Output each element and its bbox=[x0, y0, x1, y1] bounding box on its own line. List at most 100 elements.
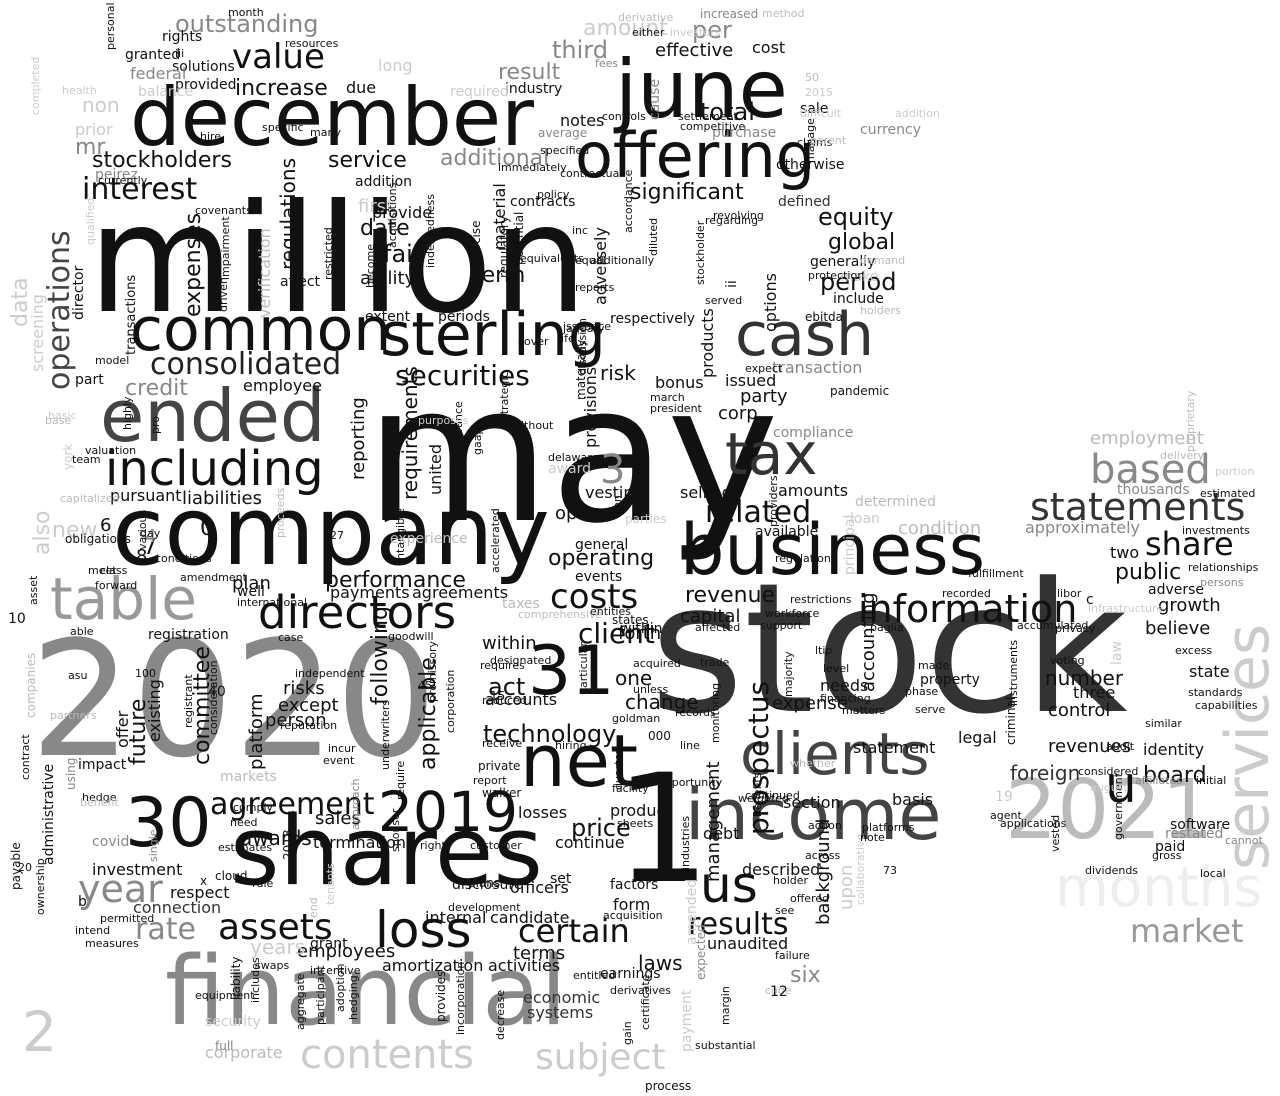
word-hiring: hiring bbox=[555, 739, 587, 752]
word-entitled: entitled bbox=[573, 969, 616, 982]
word-specific: specific bbox=[262, 121, 304, 134]
word-investments: investments bbox=[1182, 524, 1250, 537]
word-property: property bbox=[920, 672, 980, 688]
word-termination: termination bbox=[313, 833, 407, 852]
word-table: table bbox=[50, 565, 197, 633]
word-increased: increased bbox=[700, 7, 759, 21]
word-available: available bbox=[755, 524, 819, 540]
word-intend: intend bbox=[75, 924, 111, 937]
word-purposes: purposes bbox=[418, 414, 469, 427]
word-reputation: reputation bbox=[280, 719, 338, 732]
word-level: level bbox=[823, 662, 850, 675]
word-parent: parent bbox=[810, 134, 847, 147]
word-loss: loss bbox=[375, 901, 472, 959]
word-include: include bbox=[833, 291, 884, 307]
word-gain: gain bbox=[621, 1021, 634, 1045]
word-delaware: delaware bbox=[548, 451, 599, 464]
word-regulatory: regulatory bbox=[497, 215, 511, 278]
word-independent: independent bbox=[295, 667, 365, 680]
word-4: 4 bbox=[145, 526, 157, 547]
word-six: six bbox=[790, 963, 821, 988]
word-agreements: agreements bbox=[412, 583, 509, 602]
word-portion: portion bbox=[1215, 465, 1255, 478]
word-credit: credit bbox=[125, 376, 188, 401]
word-offering: offering bbox=[575, 119, 816, 192]
word-industries: industries bbox=[679, 815, 692, 870]
word-activities: activities bbox=[488, 956, 561, 975]
word-valuation: valuation bbox=[85, 444, 137, 457]
word-forth: forth bbox=[618, 623, 662, 644]
word-affect: affect bbox=[280, 274, 321, 290]
word-weighted: weighted bbox=[738, 792, 789, 805]
word-development: development bbox=[448, 901, 521, 914]
word-protection: protection bbox=[808, 269, 865, 282]
word-industry: industry bbox=[505, 81, 563, 97]
word-acquired: acquired bbox=[633, 657, 681, 670]
word-partners: partners bbox=[50, 709, 97, 722]
word-rate: rate bbox=[135, 912, 196, 947]
word-president: president bbox=[650, 402, 702, 415]
word-local: local bbox=[1200, 867, 1226, 880]
word-facility: facility bbox=[612, 782, 649, 795]
word-covenants: covenants bbox=[195, 204, 252, 217]
word-case: case bbox=[278, 631, 304, 644]
word-platforms: platforms bbox=[862, 821, 915, 834]
word-equity: equity bbox=[818, 203, 894, 231]
word-assets: assets bbox=[218, 907, 333, 948]
word-securities: securities bbox=[395, 359, 530, 392]
word-price: price bbox=[571, 814, 631, 842]
word-increase: increase bbox=[235, 76, 328, 101]
word-company: company bbox=[112, 477, 550, 587]
word-employees: employees bbox=[297, 941, 396, 962]
word-two: two bbox=[1110, 543, 1140, 562]
word-thousands: thousands bbox=[1117, 482, 1190, 498]
word-months: months bbox=[1055, 855, 1263, 919]
word-respect: respect bbox=[170, 883, 230, 902]
word-walker: walker bbox=[482, 786, 522, 800]
word-factors: factors bbox=[610, 877, 659, 893]
word-standards: standards bbox=[1188, 686, 1243, 699]
word-granted: granted bbox=[125, 47, 181, 63]
word-client: client bbox=[578, 617, 655, 650]
word-disclosure: disclosure bbox=[452, 877, 523, 893]
word-pandemic: pandemic bbox=[830, 384, 890, 398]
word-payment: payment bbox=[679, 989, 695, 1052]
word-fees: fees bbox=[595, 57, 619, 70]
word-sheets: sheets bbox=[617, 817, 654, 830]
word-monitoring: monitoring bbox=[709, 682, 722, 743]
word-corporate: corporate bbox=[205, 1043, 283, 1062]
word-selling: selling bbox=[680, 483, 732, 502]
word-within: within bbox=[482, 633, 537, 654]
word-obligations: obligations bbox=[65, 532, 131, 546]
word-capital: capital bbox=[680, 606, 741, 627]
word-line: line bbox=[680, 739, 700, 752]
word-73: 73 bbox=[883, 864, 897, 877]
word-mr: mr bbox=[75, 135, 106, 160]
word-0: 0 bbox=[200, 516, 214, 541]
word-tenants: tenants bbox=[324, 863, 337, 905]
word-administrative: administrative bbox=[41, 763, 57, 865]
word-balance: balance bbox=[138, 84, 194, 100]
word-united: united bbox=[426, 444, 445, 495]
word-000: 000 bbox=[648, 729, 671, 743]
word-base: base bbox=[45, 414, 72, 427]
word-information: information bbox=[858, 587, 1078, 631]
word-law: law bbox=[1109, 641, 1125, 665]
word-person: person bbox=[265, 710, 327, 731]
word-served: served bbox=[705, 294, 743, 307]
word-technology: technology bbox=[483, 720, 617, 748]
word-net: net bbox=[520, 719, 639, 803]
word-require: require bbox=[394, 760, 407, 800]
word-unaudited: unaudited bbox=[707, 934, 789, 953]
word-incur: incur bbox=[328, 742, 356, 755]
word-diluted: diluted bbox=[647, 217, 660, 256]
word-12: 12 bbox=[770, 984, 788, 1000]
word-applications: applications bbox=[1000, 817, 1067, 830]
word-risk: risk bbox=[600, 361, 636, 385]
word-regulations: regulations bbox=[276, 157, 300, 270]
word-prior: prior bbox=[75, 120, 113, 139]
word-rights: rights bbox=[162, 29, 203, 45]
word-cash: cash bbox=[735, 300, 875, 370]
word-taxes: taxes bbox=[502, 596, 540, 612]
word-contractual: contractual bbox=[560, 167, 623, 180]
